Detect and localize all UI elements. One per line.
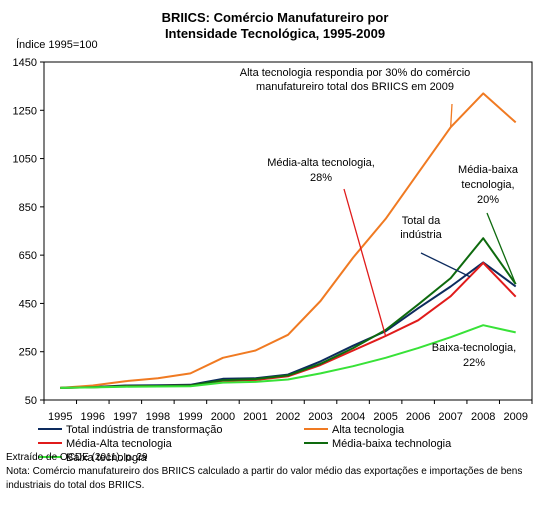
annotation-text: 20%: [477, 194, 499, 206]
y-tick-label: 250: [19, 347, 37, 359]
legend-label: Baixa tecnologia: [66, 452, 148, 464]
y-tick-label: 1050: [13, 154, 37, 166]
x-tick-label: 2008: [471, 411, 495, 423]
annotation-text: manufatureiro total dos BRIICS em 2009: [256, 81, 454, 93]
series-line: [60, 324, 516, 389]
y-tick-label: 450: [19, 298, 37, 310]
annotation-text: 28%: [310, 172, 332, 184]
annotation-leader: [420, 252, 471, 278]
x-tick-label: 2003: [308, 411, 332, 423]
legend-label: Média-baixa technologia: [332, 438, 452, 450]
y-tick-label: 1250: [13, 105, 37, 117]
legend-label: Total indústria de transformação: [66, 424, 223, 436]
annotation-text: tecnologia,: [461, 179, 514, 191]
annotation-leader: [343, 188, 387, 337]
plot-area: [43, 61, 533, 401]
annotation-text: 22%: [463, 357, 485, 369]
legend-label: Alta tecnologia: [332, 424, 405, 436]
y-axis-label: Índice 1995=100: [16, 38, 98, 51]
annotation-text: indústria: [400, 229, 442, 241]
annotation-text: Alta tecnologia respondia por 30% do com…: [240, 67, 471, 79]
annotation-leader: [450, 103, 453, 128]
x-tick-label: 2009: [503, 411, 527, 423]
x-tick-label: 1999: [178, 411, 202, 423]
annotation-leader: [486, 212, 517, 285]
chart-title-line: Intensidade Tecnológica, 1995-2009: [165, 26, 385, 41]
legend-label: Média-Alta tecnologia: [66, 438, 173, 450]
x-tick-label: 2002: [276, 411, 300, 423]
x-tick-label: 1998: [146, 411, 170, 423]
x-tick-label: 1996: [81, 411, 105, 423]
annotation-text: Baixa-tecnologia,: [432, 342, 516, 354]
series-line: [60, 92, 517, 389]
y-tick-label: 850: [19, 202, 37, 214]
x-tick-label: 2004: [341, 411, 365, 423]
x-tick-label: 2001: [243, 411, 267, 423]
x-tick-label: 2007: [438, 411, 462, 423]
annotation-text: Média-alta tecnologia,: [267, 157, 375, 169]
y-tick-label: 650: [19, 250, 37, 262]
y-tick-label: 1450: [13, 57, 37, 69]
y-tick-label: 50: [25, 395, 37, 407]
source-note: Extraído de OCDE (2011), p. 29: [6, 452, 148, 463]
footnote: Nota: Comércio manufatureiro dos BRIICS …: [6, 466, 523, 491]
x-tick-label: 1997: [113, 411, 137, 423]
chart-title-line: BRIICS: Comércio Manufatureiro por: [162, 10, 389, 25]
x-tick-label: 2006: [406, 411, 430, 423]
annotation-text: Total da: [402, 215, 441, 227]
x-tick-label: 2000: [211, 411, 235, 423]
x-tick-label: 1995: [48, 411, 72, 423]
series-line: [60, 237, 517, 389]
x-tick-label: 2005: [373, 411, 397, 423]
annotation-text: Média-baixa: [458, 164, 519, 176]
